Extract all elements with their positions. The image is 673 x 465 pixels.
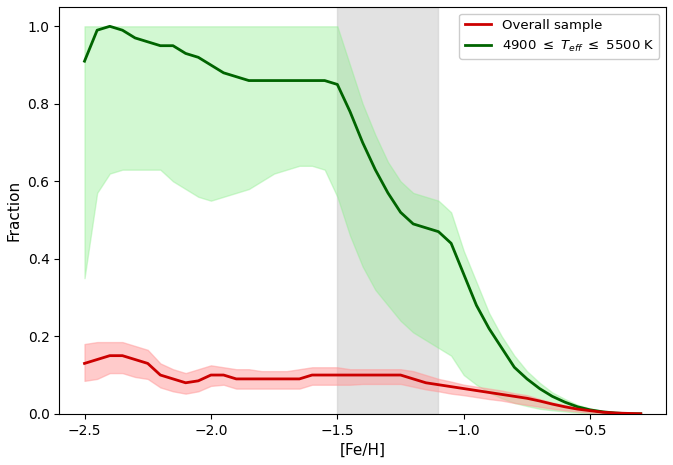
Overall sample [359, 372, 367, 378]
Overall sample [81, 361, 89, 366]
Overall sample [143, 361, 151, 366]
4900 $\leq$ $T_{eff}$ $\leq$ 5500 K [422, 225, 430, 231]
Overall sample [536, 398, 544, 404]
4900 $\leq$ $T_{eff}$ $\leq$ 5500 K [384, 190, 392, 196]
Overall sample [485, 390, 493, 395]
Line: Overall sample: Overall sample [85, 356, 641, 414]
Overall sample [245, 376, 253, 382]
Overall sample [320, 372, 328, 378]
4900 $\leq$ $T_{eff}$ $\leq$ 5500 K [118, 27, 127, 33]
4900 $\leq$ $T_{eff}$ $\leq$ 5500 K [447, 240, 455, 246]
Overall sample [232, 376, 240, 382]
4900 $\leq$ $T_{eff}$ $\leq$ 5500 K [219, 70, 227, 76]
X-axis label: [Fe/H]: [Fe/H] [340, 443, 386, 458]
4900 $\leq$ $T_{eff}$ $\leq$ 5500 K [497, 345, 505, 351]
4900 $\leq$ $T_{eff}$ $\leq$ 5500 K [245, 78, 253, 83]
4900 $\leq$ $T_{eff}$ $\leq$ 5500 K [207, 62, 215, 68]
4900 $\leq$ $T_{eff}$ $\leq$ 5500 K [409, 221, 417, 227]
Y-axis label: Fraction: Fraction [7, 180, 22, 241]
4900 $\leq$ $T_{eff}$ $\leq$ 5500 K [586, 407, 594, 413]
4900 $\leq$ $T_{eff}$ $\leq$ 5500 K [93, 27, 101, 33]
4900 $\leq$ $T_{eff}$ $\leq$ 5500 K [333, 82, 341, 87]
Overall sample [156, 372, 164, 378]
4900 $\leq$ $T_{eff}$ $\leq$ 5500 K [599, 409, 607, 415]
Overall sample [472, 388, 481, 393]
4900 $\leq$ $T_{eff}$ $\leq$ 5500 K [182, 51, 190, 56]
4900 $\leq$ $T_{eff}$ $\leq$ 5500 K [131, 35, 139, 41]
4900 $\leq$ $T_{eff}$ $\leq$ 5500 K [156, 43, 164, 48]
Overall sample [396, 372, 404, 378]
Overall sample [308, 372, 316, 378]
Overall sample [283, 376, 291, 382]
Bar [337, 7, 439, 414]
Overall sample [169, 376, 177, 382]
4900 $\leq$ $T_{eff}$ $\leq$ 5500 K [561, 399, 569, 405]
4900 $\leq$ $T_{eff}$ $\leq$ 5500 K [548, 393, 557, 399]
Line: 4900 $\leq$ $T_{eff}$ $\leq$ 5500 K: 4900 $\leq$ $T_{eff}$ $\leq$ 5500 K [85, 27, 641, 414]
Overall sample [93, 357, 101, 362]
4900 $\leq$ $T_{eff}$ $\leq$ 5500 K [295, 78, 304, 83]
Overall sample [497, 392, 505, 397]
Overall sample [384, 372, 392, 378]
Overall sample [207, 372, 215, 378]
Overall sample [586, 408, 594, 413]
4900 $\leq$ $T_{eff}$ $\leq$ 5500 K [485, 326, 493, 332]
Overall sample [182, 380, 190, 385]
4900 $\leq$ $T_{eff}$ $\leq$ 5500 K [232, 74, 240, 80]
4900 $\leq$ $T_{eff}$ $\leq$ 5500 K [573, 404, 581, 410]
Overall sample [422, 380, 430, 385]
Overall sample [548, 401, 557, 407]
Overall sample [258, 376, 266, 382]
4900 $\leq$ $T_{eff}$ $\leq$ 5500 K [346, 109, 354, 114]
Overall sample [637, 411, 645, 417]
Overall sample [371, 372, 380, 378]
4900 $\leq$ $T_{eff}$ $\leq$ 5500 K [258, 78, 266, 83]
4900 $\leq$ $T_{eff}$ $\leq$ 5500 K [106, 24, 114, 29]
4900 $\leq$ $T_{eff}$ $\leq$ 5500 K [270, 78, 278, 83]
4900 $\leq$ $T_{eff}$ $\leq$ 5500 K [612, 410, 620, 416]
4900 $\leq$ $T_{eff}$ $\leq$ 5500 K [371, 167, 380, 173]
Overall sample [612, 410, 620, 416]
4900 $\leq$ $T_{eff}$ $\leq$ 5500 K [624, 411, 632, 417]
4900 $\leq$ $T_{eff}$ $\leq$ 5500 K [143, 39, 151, 45]
4900 $\leq$ $T_{eff}$ $\leq$ 5500 K [510, 365, 518, 370]
Overall sample [194, 378, 203, 384]
Overall sample [270, 376, 278, 382]
4900 $\leq$ $T_{eff}$ $\leq$ 5500 K [396, 210, 404, 215]
4900 $\leq$ $T_{eff}$ $\leq$ 5500 K [472, 303, 481, 308]
4900 $\leq$ $T_{eff}$ $\leq$ 5500 K [359, 140, 367, 146]
Overall sample [131, 357, 139, 362]
Overall sample [624, 411, 632, 416]
Legend: Overall sample, 4900 $\leq$ $T_{eff}$ $\leq$ 5500 K: Overall sample, 4900 $\leq$ $T_{eff}$ $\… [460, 13, 660, 59]
Overall sample [219, 372, 227, 378]
Overall sample [573, 406, 581, 412]
4900 $\leq$ $T_{eff}$ $\leq$ 5500 K [308, 78, 316, 83]
Overall sample [333, 372, 341, 378]
Overall sample [523, 396, 531, 401]
Overall sample [118, 353, 127, 359]
Overall sample [106, 353, 114, 359]
Overall sample [447, 384, 455, 390]
Overall sample [295, 376, 304, 382]
4900 $\leq$ $T_{eff}$ $\leq$ 5500 K [320, 78, 328, 83]
Overall sample [599, 410, 607, 415]
4900 $\leq$ $T_{eff}$ $\leq$ 5500 K [169, 43, 177, 48]
Overall sample [561, 404, 569, 410]
4900 $\leq$ $T_{eff}$ $\leq$ 5500 K [536, 386, 544, 392]
4900 $\leq$ $T_{eff}$ $\leq$ 5500 K [194, 54, 203, 60]
4900 $\leq$ $T_{eff}$ $\leq$ 5500 K [283, 78, 291, 83]
Overall sample [435, 382, 443, 387]
Overall sample [409, 376, 417, 382]
Overall sample [460, 386, 468, 392]
4900 $\leq$ $T_{eff}$ $\leq$ 5500 K [523, 376, 531, 382]
4900 $\leq$ $T_{eff}$ $\leq$ 5500 K [81, 59, 89, 64]
Overall sample [346, 372, 354, 378]
Overall sample [510, 393, 518, 399]
4900 $\leq$ $T_{eff}$ $\leq$ 5500 K [435, 229, 443, 234]
4900 $\leq$ $T_{eff}$ $\leq$ 5500 K [460, 272, 468, 277]
4900 $\leq$ $T_{eff}$ $\leq$ 5500 K [637, 411, 645, 417]
